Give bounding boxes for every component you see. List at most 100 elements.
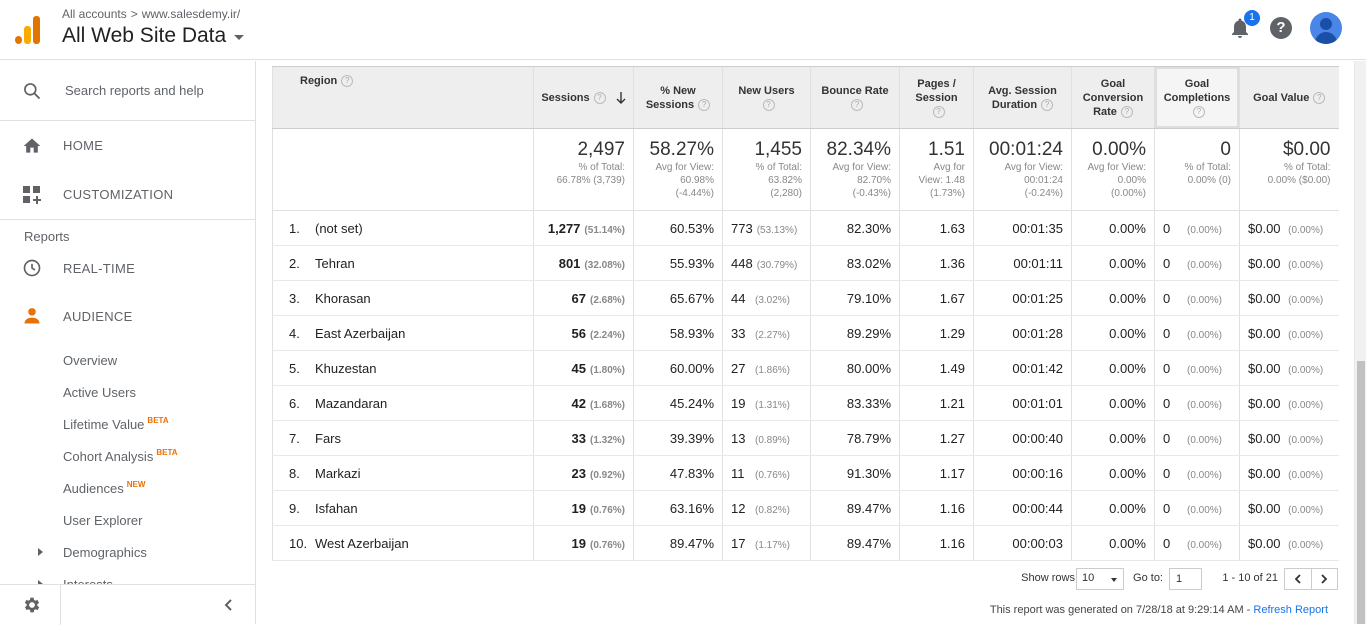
column-header-label: Avg. Session <box>988 84 1057 97</box>
column-header-goal-value[interactable]: Goal Value? <box>1239 66 1339 129</box>
region-cell[interactable]: 4. East Azerbaijan <box>272 315 534 351</box>
region-link[interactable]: Mazandaran <box>315 395 388 411</box>
column-header-avg-session-duration[interactable]: Avg. Session Duration? <box>973 66 1072 129</box>
help-circle-icon[interactable]: ? <box>698 98 711 111</box>
expand-triangle-icon[interactable] <box>38 548 43 556</box>
show-rows-select[interactable]: 10 <box>1076 568 1124 590</box>
goal-completions-cell: 0 (0.00%) <box>1154 490 1240 526</box>
table-row[interactable]: 3. Khorasan 67 (2.68%) 65.67% 44 (3.02%) 79.10%… <box>272 280 1339 316</box>
new-sessions-cell: 89.47% <box>633 525 723 561</box>
analytics-logo-icon[interactable] <box>15 14 43 44</box>
search-reports[interactable]: Search reports and help <box>0 61 255 121</box>
new-users-cell: 33 (2.27%) <box>722 315 811 351</box>
clock-icon <box>22 258 42 278</box>
region-cell[interactable]: 9. Isfahan <box>272 490 534 526</box>
column-header-goal-conversion-rate[interactable]: Goal Conversion Rate? <box>1071 66 1155 129</box>
breadcrumb-all-accounts[interactable]: All accounts <box>62 7 127 21</box>
notifications-button[interactable]: 1 <box>1228 10 1260 40</box>
sidebar-item-audience[interactable]: AUDIENCE <box>0 288 255 344</box>
sort-down-arrow-icon[interactable] <box>616 91 626 104</box>
sidebar-subitem-active-users[interactable]: Active Users <box>0 376 255 408</box>
top-bar: All accounts > www.salesdemy.ir/ All Web S… <box>0 0 1366 60</box>
help-circle-icon[interactable]: ? <box>762 98 775 111</box>
region-link[interactable]: (not set) <box>315 220 363 236</box>
sidebar-subitem-user-explorer[interactable]: User Explorer <box>0 504 255 536</box>
goto-input[interactable]: 1 <box>1169 568 1202 590</box>
column-header-pages-session[interactable]: Pages / Session? <box>899 66 974 129</box>
scrollbar-thumb[interactable] <box>1357 361 1365 624</box>
column-header-sessions[interactable]: Sessions? <box>533 66 634 129</box>
help-circle-icon[interactable]: ? <box>1193 105 1205 118</box>
view-selector[interactable]: All Web Site Data <box>62 24 245 48</box>
chevron-left-icon <box>1294 574 1301 584</box>
sidebar-subitem-demographics[interactable]: Demographics <box>0 536 255 568</box>
region-cell[interactable]: 8. Markazi <box>272 455 534 491</box>
goal-completions-cell: 0 (0.00%) <box>1154 385 1240 421</box>
table-row[interactable]: 10. West Azerbaijan 19 (0.76%) 89.47% 17 (1.17… <box>272 525 1339 561</box>
region-link[interactable]: East Azerbaijan <box>315 325 406 341</box>
region-cell[interactable]: 7. Fars <box>272 420 534 456</box>
help-circle-icon[interactable]: ? <box>932 105 945 118</box>
region-cell[interactable]: 10. West Azerbaijan <box>272 525 534 561</box>
region-cell[interactable]: 5. Khuzestan <box>272 350 534 386</box>
sidebar-subitem-audiences[interactable]: Audiences NEW <box>0 472 255 504</box>
region-link[interactable]: Fars <box>315 430 341 446</box>
region-link[interactable]: Tehran <box>315 255 355 271</box>
gear-icon[interactable] <box>22 595 42 615</box>
sidebar-item-home[interactable]: HOME <box>0 121 255 170</box>
column-header-new-sessions[interactable]: % New Sessions? <box>633 66 723 129</box>
column-header-new-users[interactable]: New Users? <box>722 66 811 129</box>
help-circle-icon[interactable]: ? <box>851 98 863 111</box>
sidebar: Search reports and help HOME CUSTOMIZATI… <box>0 61 256 625</box>
region-cell[interactable]: 2. Tehran <box>272 245 534 281</box>
search-input[interactable]: Search reports and help <box>65 83 204 98</box>
scrollbar[interactable] <box>1354 61 1366 624</box>
new-users-cell: 11 (0.76%) <box>722 455 811 491</box>
region-link[interactable]: Khorasan <box>315 290 371 306</box>
help-circle-icon[interactable]: ? <box>593 91 606 104</box>
refresh-report-link[interactable]: Refresh Report <box>1253 604 1328 616</box>
region-link[interactable]: Isfahan <box>315 500 358 516</box>
sidebar-subitem-cohort-analysis[interactable]: Cohort Analysis BETA <box>0 440 255 472</box>
next-page-button[interactable] <box>1312 569 1338 589</box>
region-cell[interactable]: 6. Mazandaran <box>272 385 534 421</box>
column-header-goal-completions[interactable]: Goal Completions? <box>1154 66 1240 129</box>
sidebar-subitem-overview[interactable]: Overview <box>0 344 255 376</box>
help-circle-icon[interactable]: ? <box>1120 105 1133 118</box>
bounce-rate-cell: 83.02% <box>810 245 900 281</box>
breadcrumb[interactable]: All accounts > www.salesdemy.ir/ <box>62 7 240 21</box>
table-row[interactable]: 4. East Azerbaijan 56 (2.24%) 58.93% 33 (2.27%… <box>272 315 1339 351</box>
table-row[interactable]: 7. Fars 33 (1.32%) 39.39% 13 (0.89%) 78.79% 1.27… <box>272 420 1339 456</box>
view-title[interactable]: All Web Site Data <box>62 24 227 47</box>
sidebar-subitem-lifetime-value[interactable]: Lifetime Value BETA <box>0 408 255 440</box>
avatar[interactable] <box>1310 12 1342 44</box>
region-link[interactable]: Khuzestan <box>315 360 377 376</box>
table-row[interactable]: 2. Tehran 801 (32.08%) 55.93% 448 (30.79%) 83.0… <box>272 245 1339 281</box>
goal-value-cell: $0.00 (0.00%) <box>1239 490 1339 526</box>
caret-down-icon[interactable] <box>234 35 245 40</box>
table-row[interactable]: 8. Markazi 23 (0.92%) 47.83% 11 (0.76%) 91.30% 1… <box>272 455 1339 491</box>
region-link[interactable]: West Azerbaijan <box>315 535 409 551</box>
totals-goal-conversion: 0.00% Avg for View: 0.00% (0.00%) <box>1071 128 1155 211</box>
sidebar-item-realtime[interactable]: REAL-TIME <box>0 248 255 288</box>
table-row[interactable]: 1. (not set) 1,277 (51.14%) 60.53% 773 (53.13%… <box>272 210 1339 246</box>
column-header-region[interactable]: Region? <box>272 66 534 129</box>
breadcrumb-site[interactable]: www.salesdemy.ir/ <box>141 7 241 21</box>
table-row[interactable]: 5. Khuzestan 45 (1.80%) 60.00% 27 (1.86%) 80.00… <box>272 350 1339 386</box>
sidebar-item-label: HOME <box>63 138 104 153</box>
region-link[interactable]: Markazi <box>315 465 361 481</box>
collapse-sidebar-icon[interactable] <box>222 598 236 612</box>
column-header-label: Sessions <box>645 98 695 111</box>
help-button[interactable]: ? <box>1270 17 1292 39</box>
region-cell[interactable]: 3. Khorasan <box>272 280 534 316</box>
region-cell[interactable]: 1. (not set) <box>272 210 534 246</box>
duration-cell: 00:01:42 <box>973 350 1072 386</box>
column-header-bounce-rate[interactable]: Bounce Rate? <box>810 66 900 129</box>
table-row[interactable]: 9. Isfahan 19 (0.76%) 63.16% 12 (0.82%) 89.47% 1… <box>272 490 1339 526</box>
table-row[interactable]: 6. Mazandaran 42 (1.68%) 45.24% 19 (1.31%) 83.3… <box>272 385 1339 421</box>
help-circle-icon[interactable]: ? <box>1313 91 1326 104</box>
help-circle-icon[interactable]: ? <box>341 75 354 88</box>
prev-page-button[interactable] <box>1285 569 1312 589</box>
sidebar-item-customization[interactable]: CUSTOMIZATION <box>0 170 255 219</box>
help-circle-icon[interactable]: ? <box>1041 98 1054 111</box>
